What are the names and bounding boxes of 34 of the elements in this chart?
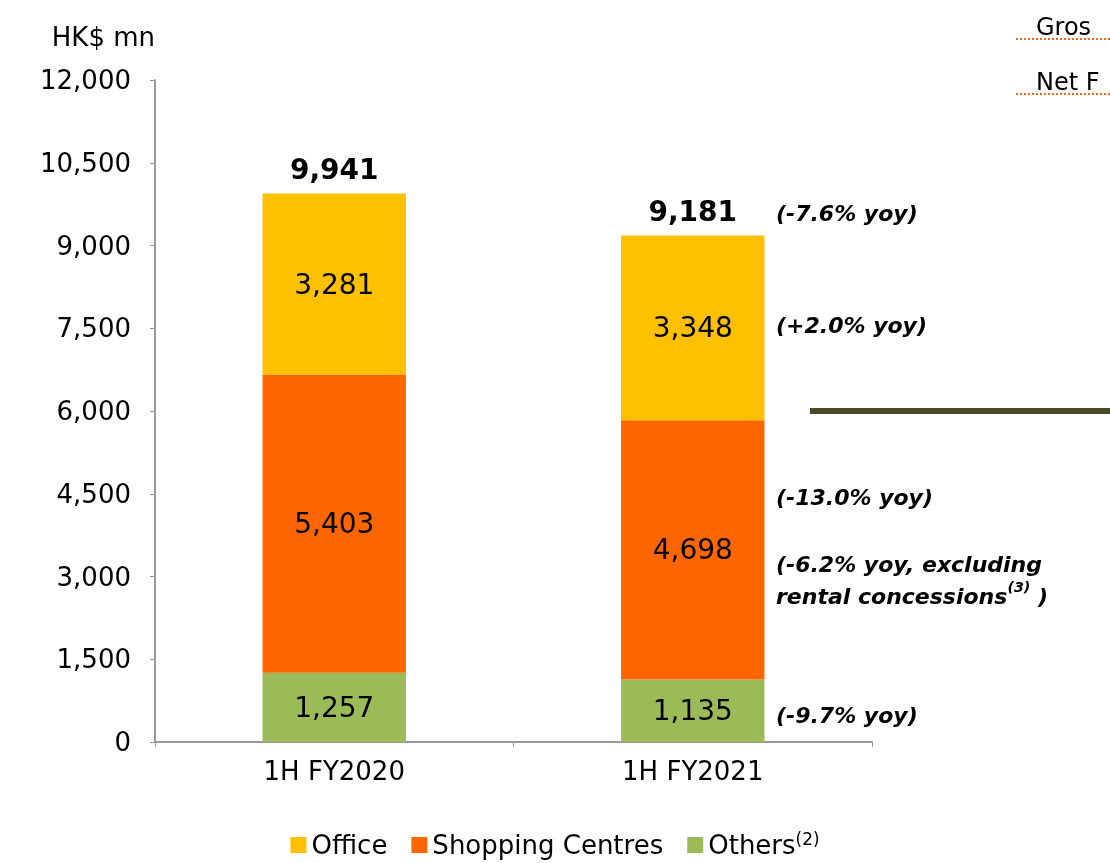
y-tick-label: 4,500 [56,478,131,509]
total-label: 9,941 [289,153,379,187]
text: Gros [1036,13,1092,41]
data-label: 3,281 [294,267,375,301]
data-label: 1,135 [652,694,733,728]
bar [262,374,406,673]
annotation: (-9.7% yoy) [776,702,918,728]
y-axis-title: HK$ mn [51,22,155,52]
y-tick-label: 12,000 [40,65,131,95]
legend-label: Shopping Centres [432,830,664,860]
x-tick-label: 1H FY2021 [622,756,764,786]
data-label: 1,257 [294,690,375,724]
bar [621,679,765,742]
y-tick-label: 0 [114,727,131,757]
y-tick-label: 9,000 [56,230,131,261]
text: Net F [1036,68,1100,96]
data-label: 5,403 [294,507,375,541]
bar [621,420,765,680]
annotation: (-13.0% yoy) [776,484,934,510]
data-label: 4,698 [652,533,733,567]
y-tick-label: 3,000 [56,561,131,592]
y-tick-label: 7,500 [56,313,131,344]
data-label: 3,348 [652,311,733,345]
bar [262,193,406,375]
bar [262,672,406,742]
annotation: (-7.6% yoy) [776,200,918,226]
x-tick-label: 1H FY2020 [263,756,405,786]
annotation: (+2.0% yoy) [776,312,928,338]
y-tick-label: 10,500 [40,147,131,178]
total-label: 9,181 [648,195,738,229]
y-tick-label: 1,500 [56,644,131,675]
y-tick-label: 6,000 [56,396,131,426]
legend-label: Office [311,830,388,860]
bar [621,235,765,421]
